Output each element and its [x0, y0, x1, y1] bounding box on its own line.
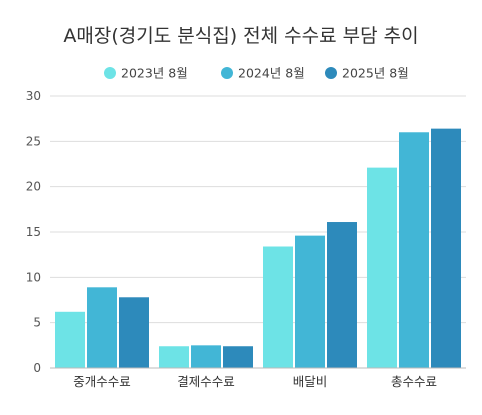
chart-title: A매장(경기도 분식집) 전체 수수료 부담 추이: [63, 25, 418, 47]
x-tick-label-1: 결제수수료: [177, 374, 235, 389]
bar-2-0: [263, 246, 293, 368]
y-tick-label-5: 25: [26, 134, 41, 148]
bar-3-2: [431, 128, 461, 368]
bar-1-1: [191, 345, 221, 368]
bars: [55, 128, 461, 368]
bar-0-0: [55, 311, 85, 368]
y-tick-label-0: 0: [33, 361, 41, 375]
y-tick-label-6: 30: [26, 89, 41, 103]
bar-0-2: [119, 297, 149, 368]
x-tick-label-3: 총수수료: [391, 374, 437, 389]
bar-1-2: [223, 346, 253, 368]
x-tick-label-2: 배달비: [293, 374, 328, 389]
y-tick-label-4: 20: [26, 180, 41, 194]
legend-label-0: 2023년 8월: [121, 66, 188, 81]
bar-0-1: [87, 287, 117, 368]
x-axis: 중개수수료 결제수수료 배달비 총수수료: [50, 367, 466, 389]
legend: 2023년 8월 2024년 8월 2025년 8월: [104, 66, 409, 81]
legend-swatch-1: [221, 67, 233, 79]
y-tick-label-1: 5: [33, 316, 41, 330]
y-tick-label-2: 10: [26, 270, 41, 284]
y-tick-label-3: 15: [26, 225, 41, 239]
bar-2-2: [327, 222, 357, 368]
bar-1-0: [159, 346, 189, 368]
legend-label-2: 2025년 8월: [342, 66, 409, 81]
legend-label-1: 2024년 8월: [238, 66, 305, 81]
legend-swatch-2: [325, 67, 337, 79]
legend-swatch-0: [104, 67, 116, 79]
x-tick-label-0: 중개수수료: [73, 374, 131, 389]
y-axis: 0 5 10 15 20 25 30: [26, 89, 41, 375]
bar-3-1: [399, 132, 429, 368]
bar-2-1: [295, 235, 325, 368]
bar-3-0: [367, 167, 397, 368]
